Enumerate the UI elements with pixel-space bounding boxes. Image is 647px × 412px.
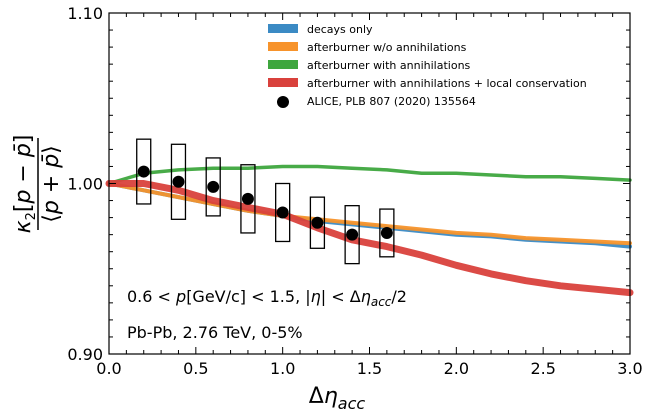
legend-label: afterburner w/o annihilations [307,41,467,54]
axis-ticks: 0.0 0.5 1.0 1.5 2.0 2.5 3.0 0.90 1.00 1.10 [67,4,642,378]
legend-swatch [268,42,298,51]
data-sys-box [136,138,152,205]
y-tick-label: 1.00 [67,175,103,194]
data-point [346,228,359,241]
svg-text:κ2[p − p̄]: κ2[p − p̄] [11,135,39,234]
data-sys-box [240,164,256,234]
data-sys-box [205,157,221,217]
x-tick-label: 1.5 [357,359,382,378]
svg-text:⟨p + p̄⟩: ⟨p + p̄⟩ [39,145,64,223]
y-tick-label: 0.90 [67,345,103,364]
annotation-collision-system: Pb-Pb, 2.76 TeV, 0-5% [127,323,303,342]
y-axis-label: κ2[p − p̄] ⟨p + p̄⟩ [11,135,64,234]
x-tick-label: 0.5 [183,359,208,378]
legend-label: decays only [307,23,373,36]
x-axis-label: Δηacc [309,384,366,412]
data-point [380,226,393,239]
legend-marker [277,96,289,108]
data-sys-box [344,205,360,265]
legend-label: afterburner with annihilations [307,59,471,72]
legend-swatch [268,24,298,33]
data-point [276,206,289,219]
x-tick-label: 0.0 [96,359,121,378]
plot-area [105,138,634,297]
legend-swatch [268,60,298,69]
data-point [137,165,150,178]
data-point [172,175,185,188]
annotation-momentum-range: 0.6 < p[GeV/c] < 1.5, |η| < Δηacc/2 [127,287,407,309]
legend-label: afterburner with annihilations + local c… [307,77,587,90]
data-point [241,192,254,205]
legend: decays only afterburner w/o annihilations… [268,23,587,108]
data-sys-box [275,182,291,243]
x-tick-label: 2.0 [444,359,469,378]
data-point [311,216,324,229]
data-sys-box [379,208,395,258]
x-tick-label: 3.0 [617,359,642,378]
x-tick-label: 2.5 [530,359,555,378]
series-line-2 [107,164,632,186]
data-sys-box [170,143,187,220]
legend-label: ALICE, PLB 807 (2020) 135564 [307,95,476,108]
series-line-3 [105,180,634,297]
x-tick-label: 1.0 [270,359,295,378]
y-tick-label: 1.10 [67,4,103,23]
data-sys-box [309,196,326,249]
series-line-1 [107,181,632,246]
data-point [207,180,220,193]
legend-swatch [268,78,298,87]
